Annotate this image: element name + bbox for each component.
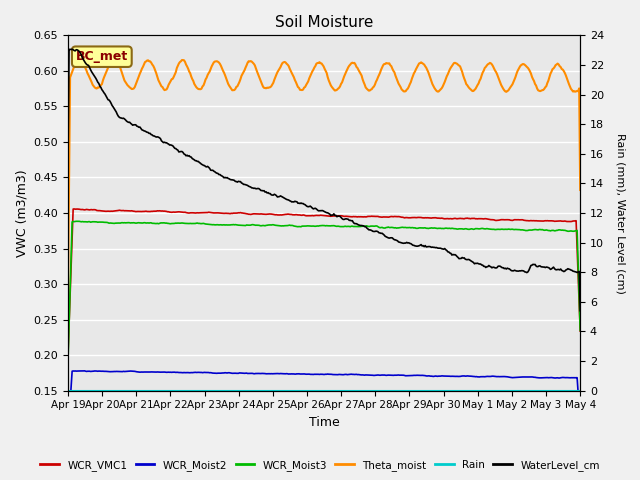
Title: Soil Moisture: Soil Moisture — [275, 15, 373, 30]
Y-axis label: VWC (m3/m3): VWC (m3/m3) — [15, 169, 28, 257]
Legend: WCR_VMC1, WCR_Moist2, WCR_Moist3, Theta_moist, Rain, WaterLevel_cm: WCR_VMC1, WCR_Moist2, WCR_Moist3, Theta_… — [36, 456, 604, 475]
X-axis label: Time: Time — [308, 416, 339, 429]
Y-axis label: Rain (mm), Water Level (cm): Rain (mm), Water Level (cm) — [615, 132, 625, 293]
Text: BC_met: BC_met — [76, 50, 128, 63]
